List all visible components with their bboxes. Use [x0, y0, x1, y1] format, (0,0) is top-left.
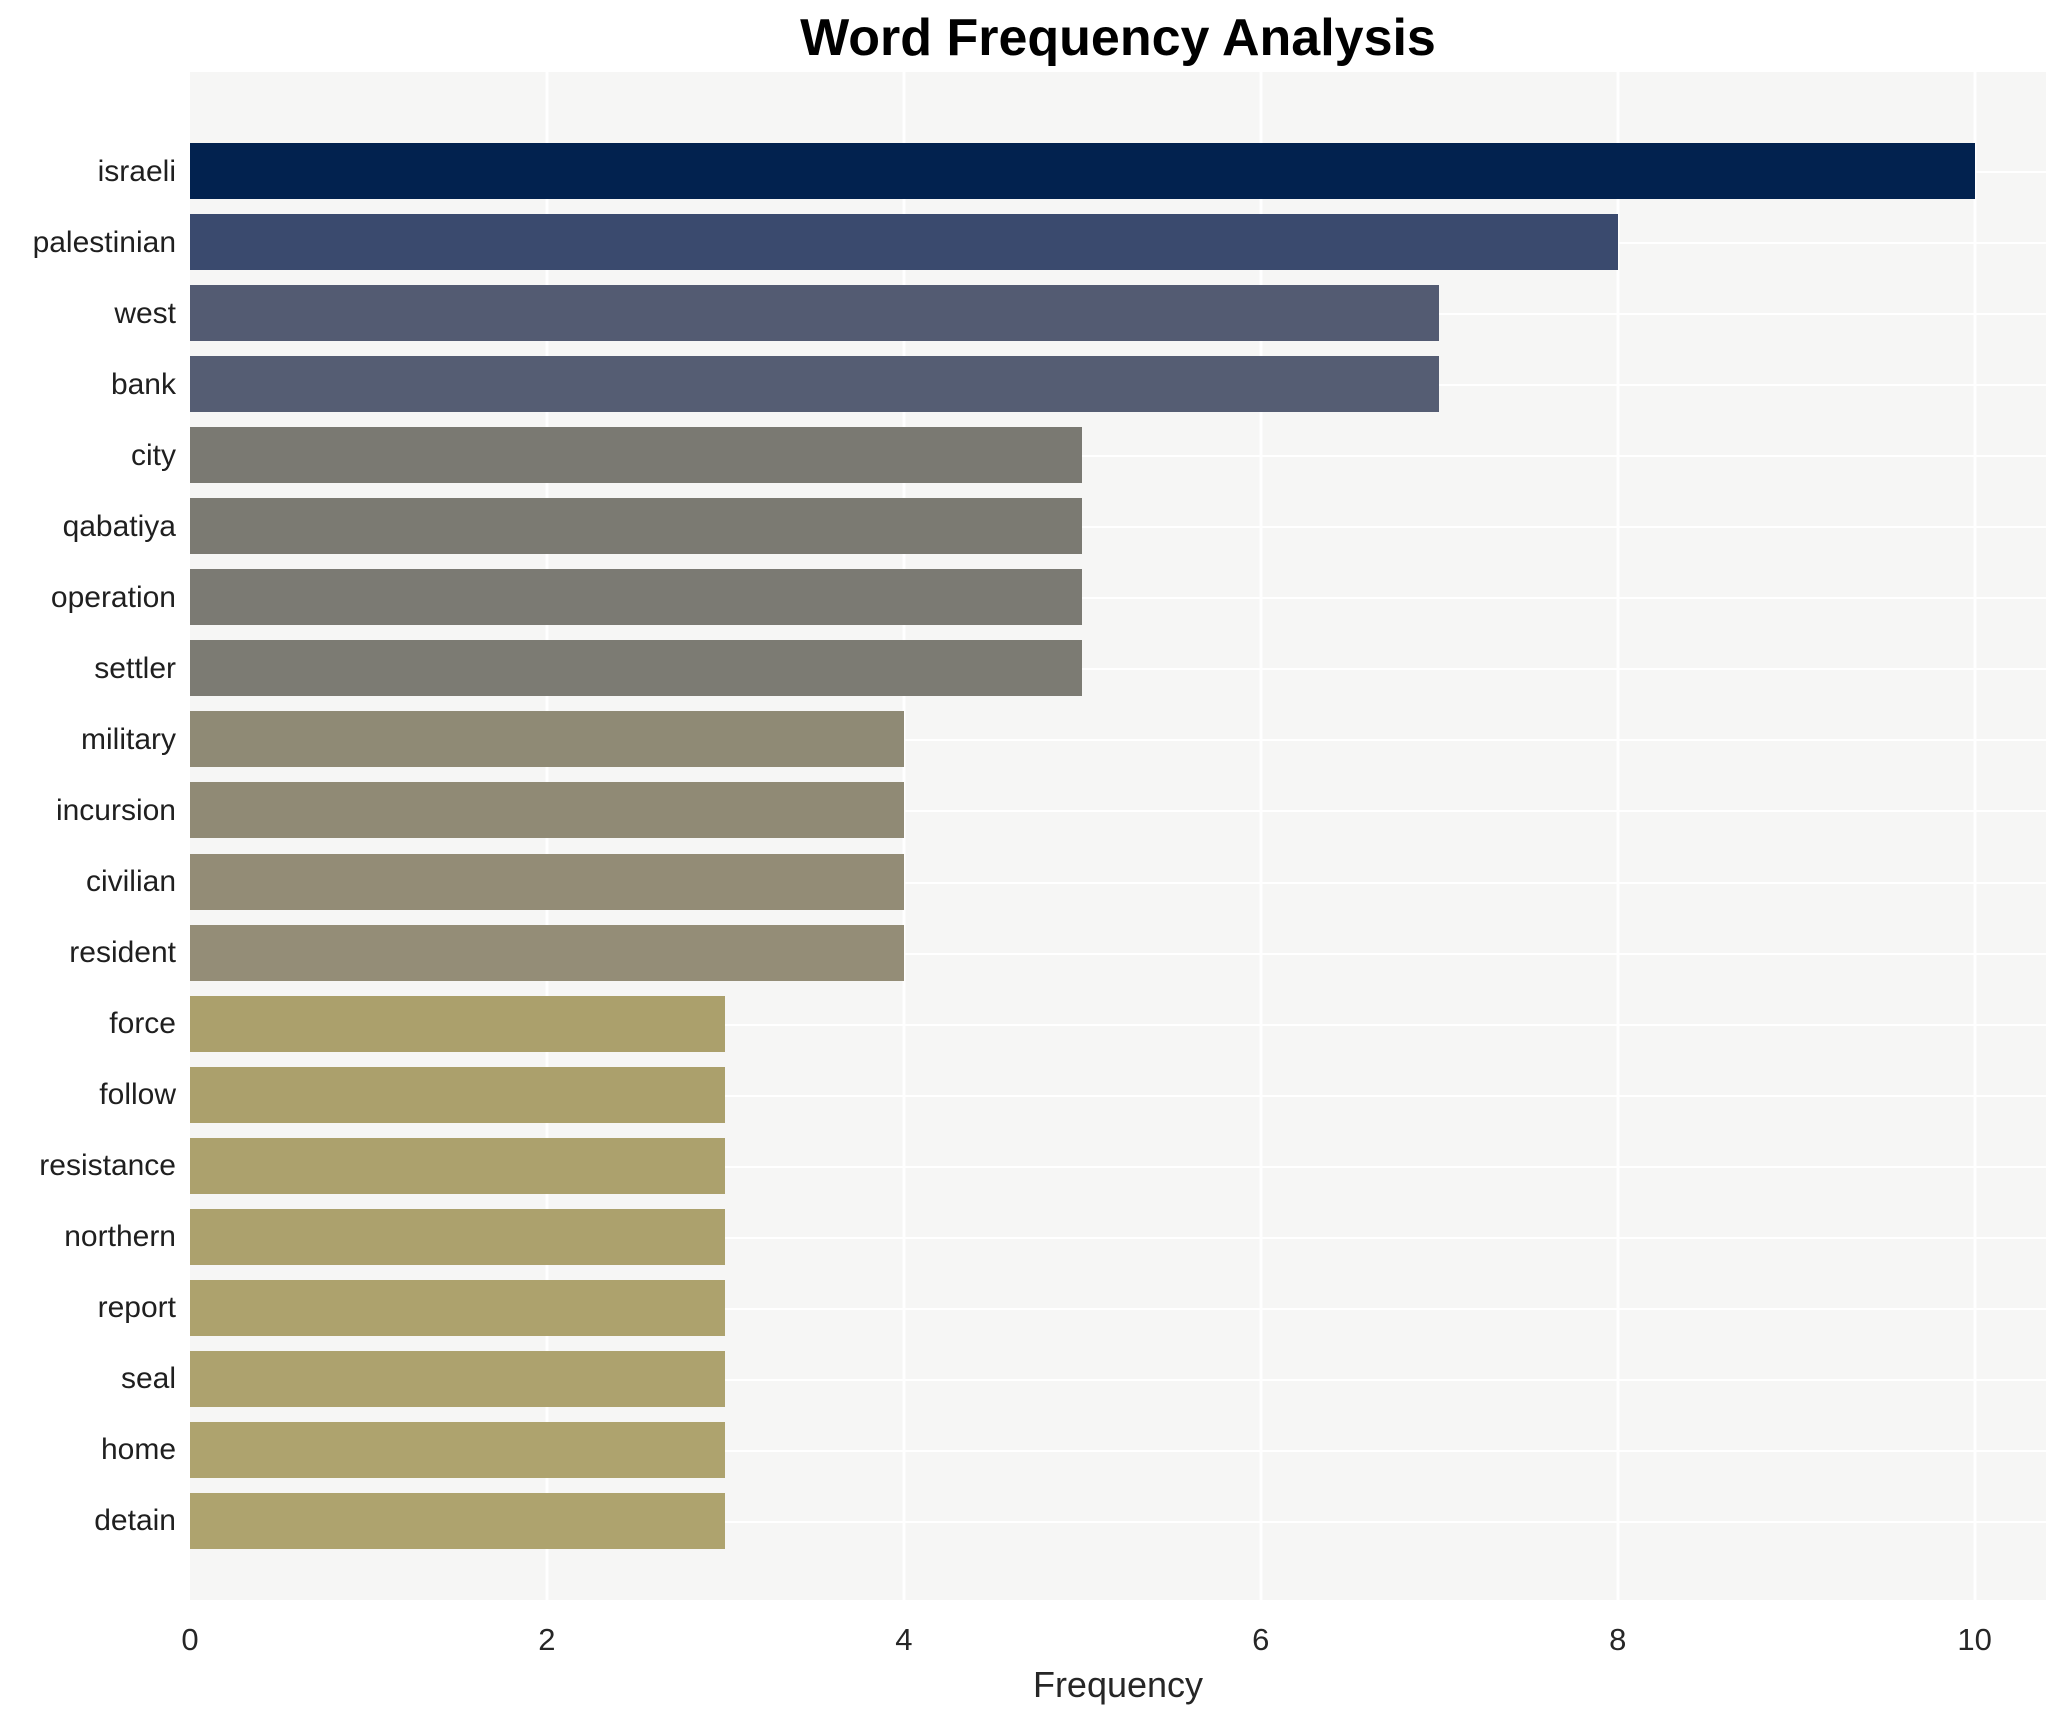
y-tick-label-qabatiya: qabatiya [62, 509, 176, 543]
y-tick-label-operation: operation [50, 580, 176, 614]
y-tick-label-civilian: civilian [85, 865, 176, 898]
bar-follow [190, 1066, 726, 1123]
horizontal-gridline [190, 739, 2046, 742]
y-tick-label-west: west [114, 296, 176, 330]
plot-area [190, 72, 2046, 1600]
x-tick-label-2: 2 [538, 1622, 556, 1657]
y-tick-label-settler: settler [94, 651, 176, 685]
y-tick-label-resistance: resistance [39, 1149, 176, 1183]
chart-title: Word Frequency Analysis [800, 9, 1436, 67]
y-tick-label-military: military [81, 722, 176, 756]
vertical-gridline [1616, 72, 1620, 1600]
bar-operation [190, 569, 1083, 626]
horizontal-gridline [190, 526, 2046, 529]
bar-military [190, 711, 904, 768]
bar-detain [190, 1492, 726, 1549]
bar-israeli [190, 143, 1975, 199]
y-tick-label-incursion: incursion [55, 793, 176, 827]
horizontal-gridline [190, 1165, 2046, 1168]
horizontal-gridline [190, 881, 2046, 884]
x-tick-label-6: 6 [1252, 1622, 1270, 1657]
y-tick-label-force: force [109, 1007, 176, 1041]
y-tick-label-report: report [97, 1291, 176, 1325]
horizontal-gridline [190, 597, 2046, 600]
bar-incursion [190, 782, 904, 839]
y-tick-label-northern: northern [64, 1220, 176, 1254]
y-tick-label-seal: seal [120, 1362, 176, 1396]
y-tick-label-city: city [131, 438, 176, 472]
x-tick-label-0: 0 [181, 1622, 199, 1657]
vertical-gridline [1973, 72, 1977, 1600]
bar-civilian [190, 853, 904, 910]
vertical-gridline [902, 72, 906, 1600]
bar-seal [190, 1350, 726, 1407]
y-tick-label-follow: follow [99, 1078, 176, 1112]
bar-report [190, 1279, 726, 1336]
bar-west [190, 285, 1440, 342]
horizontal-gridline [190, 1094, 2046, 1097]
y-tick-label-detain: detain [94, 1504, 176, 1538]
horizontal-gridline [190, 1236, 2046, 1239]
bar-qabatiya [190, 498, 1083, 555]
horizontal-gridline [190, 1307, 2046, 1310]
horizontal-gridline [190, 668, 2046, 671]
vertical-gridline [1259, 72, 1263, 1600]
x-tick-label-8: 8 [1609, 1622, 1627, 1657]
y-tick-label-resident: resident [69, 936, 176, 970]
y-tick-label-palestinian: palestinian [32, 225, 176, 259]
horizontal-gridline [190, 952, 2046, 955]
bar-city [190, 427, 1083, 484]
x-axis-title: Frequency [1032, 1664, 1204, 1705]
horizontal-gridline [190, 1449, 2046, 1452]
bar-resistance [190, 1137, 726, 1194]
horizontal-gridline [190, 810, 2046, 813]
bar-force [190, 995, 726, 1052]
x-tick-label-10: 10 [1957, 1622, 1992, 1657]
y-tick-label-israeli: israeli [97, 154, 176, 188]
bar-bank [190, 356, 1440, 413]
horizontal-gridline [190, 1023, 2046, 1026]
horizontal-gridline [190, 1378, 2046, 1381]
bar-resident [190, 924, 904, 981]
bar-home [190, 1421, 726, 1478]
horizontal-gridline [190, 1520, 2046, 1523]
bar-northern [190, 1208, 726, 1265]
x-tick-label-4: 4 [895, 1622, 913, 1657]
y-tick-label-home: home [100, 1433, 176, 1467]
bar-palestinian [190, 214, 1618, 271]
horizontal-gridline [190, 455, 2046, 458]
bar-settler [190, 640, 1083, 697]
y-tick-label-bank: bank [110, 367, 176, 401]
